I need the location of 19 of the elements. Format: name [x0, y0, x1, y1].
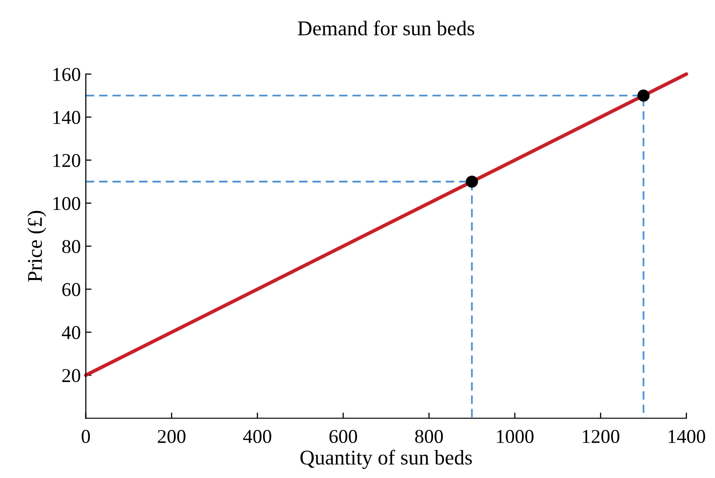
- x-tick-label: 200: [158, 430, 186, 444]
- y-tick-label: 40: [62, 326, 80, 340]
- x-tick-label: 1000: [497, 430, 534, 444]
- y-tick-label: 60: [62, 283, 80, 296]
- y-tick-label: 20: [62, 369, 80, 382]
- x-axis-title: Quantity of sun beds: [300, 450, 472, 469]
- y-tick-label: 160: [53, 68, 80, 82]
- x-tick-label: 400: [243, 430, 272, 444]
- x-tick-label: 600: [329, 430, 358, 444]
- x-tick-label: 1400: [668, 430, 706, 444]
- x-tick-label: 1200: [582, 430, 620, 444]
- chart-title: Demand for sun beds: [298, 20, 474, 36]
- x-tick-label: 0: [82, 430, 90, 444]
- y-axis-title: Price (£): [27, 210, 46, 282]
- y-tick-label: 140: [53, 110, 80, 124]
- y-tick-label: 80: [62, 240, 80, 254]
- y-tick-label: 120: [53, 154, 80, 168]
- x-tick-label: 800: [415, 430, 443, 444]
- y-tick-label: 100: [53, 196, 80, 210]
